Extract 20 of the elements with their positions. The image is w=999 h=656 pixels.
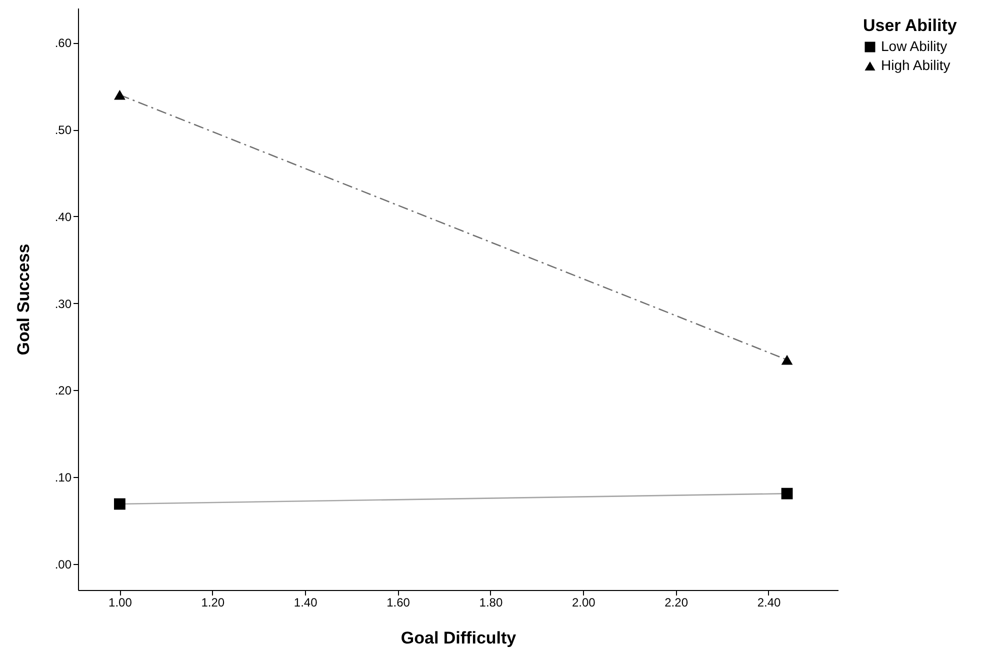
legend-title: User Ability	[863, 16, 958, 35]
legend-label: Low Ability	[881, 38, 948, 54]
x-tick-label: 1.20	[201, 596, 225, 610]
x-tick-label: 1.80	[479, 596, 503, 610]
y-tick-label: .50	[54, 123, 72, 138]
x-tick-label: 2.20	[664, 596, 688, 610]
y-tick-label: .60	[54, 36, 72, 50]
y-tick-label: .10	[54, 470, 72, 485]
x-tick-label: 1.60	[386, 596, 410, 610]
x-axis-title: Goal Difficulty	[400, 628, 517, 648]
y-tick-label: .00	[54, 557, 72, 572]
x-tick-label: 1.40	[294, 596, 318, 610]
y-tick-label: .40	[54, 210, 72, 224]
legend-label: High Ability	[881, 57, 950, 73]
x-tick-label: 2.00	[572, 596, 596, 610]
y-axis-title: Goal Success	[14, 244, 33, 356]
y-tick-label: .30	[54, 296, 72, 311]
x-tick-label: 2.40	[757, 596, 781, 610]
x-tick-label: 1.00	[108, 596, 132, 610]
y-tick-label: .20	[54, 384, 72, 398]
